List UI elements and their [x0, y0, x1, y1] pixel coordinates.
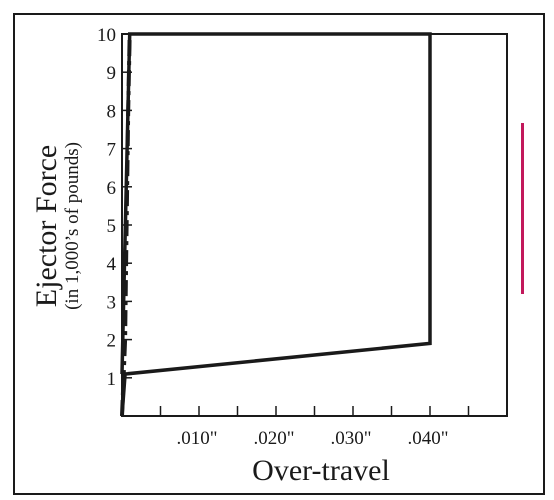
y-tick-label: 3: [107, 292, 117, 313]
x-tick-label: .030": [330, 428, 371, 449]
series-line-solid: [120, 32, 432, 417]
y-axis-ticks: 1 2 3 4 5 6 7 8 9 10: [97, 25, 132, 390]
x-axis-ticks: .010" .020" .030" .040": [159, 406, 470, 449]
y-tick-label: 1: [107, 369, 117, 390]
y-tick-label: 9: [107, 63, 117, 84]
y-tick-label: 8: [107, 101, 117, 122]
x-tick-label: .010": [176, 428, 217, 449]
y-tick-label: 6: [107, 178, 117, 199]
y-tick-label: 2: [107, 331, 117, 352]
outer-frame: [13, 13, 545, 495]
series-layer: [120, 32, 432, 417]
y-tick-label: 7: [107, 140, 117, 161]
plot-frame: [121, 33, 508, 417]
x-tick-label: .040": [407, 428, 448, 449]
y-tick-label: 10: [97, 25, 116, 46]
x-axis-title: Over-travel: [252, 454, 390, 487]
y-tick-label: 5: [107, 216, 117, 237]
y-axis-subtitle: (in 1,000’s of pounds): [62, 142, 83, 310]
series-line-dashdot: [120, 33, 132, 417]
x-tick-label: .020": [253, 428, 294, 449]
y-axis-title: Ejector Force: [30, 145, 63, 307]
y-tick-label: 4: [107, 254, 117, 275]
accent-bar: [521, 123, 524, 294]
